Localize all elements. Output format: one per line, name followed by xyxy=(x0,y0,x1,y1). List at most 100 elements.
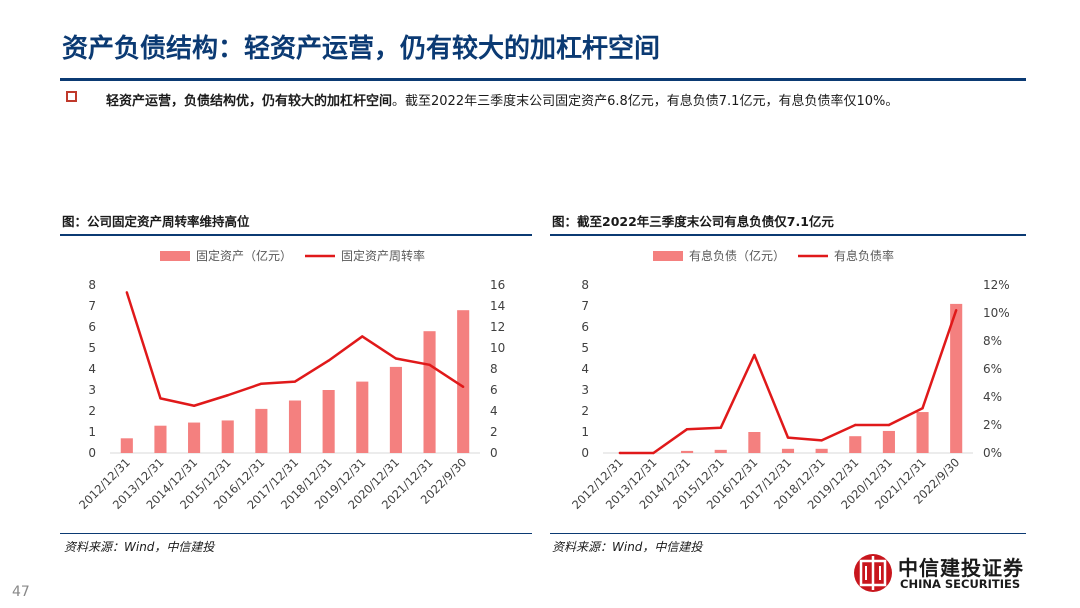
y-left-tick-label: 7 xyxy=(581,299,589,313)
line-point xyxy=(854,423,857,427)
y-left-tick-label: 2 xyxy=(88,404,96,418)
line-point xyxy=(361,335,364,338)
bullet-body-text: 。截至2022年三季度末公司固定资产6.8亿元，有息负债7.1亿元，有息负债率仅… xyxy=(392,94,899,109)
y-right-tick-label: 0 xyxy=(490,446,498,460)
line-point xyxy=(192,404,196,407)
bullet-bold-text: 轻资产运营，负债结构优，仍有较大的加杠杆空间 xyxy=(106,94,393,109)
bar xyxy=(188,422,201,453)
y-left-tick-label: 8 xyxy=(88,278,96,292)
line-point xyxy=(652,451,655,455)
legend-line-label: 有息负债率 xyxy=(834,248,894,263)
y-left-tick-label: 1 xyxy=(581,425,589,439)
legend-bar-swatch xyxy=(653,251,683,261)
legend-bar-swatch xyxy=(160,251,190,261)
legend-bar-label: 有息负债（亿元） xyxy=(689,248,785,263)
y-right-tick-label: 8 xyxy=(490,362,498,376)
bar xyxy=(815,448,828,453)
y-left-tick-label: 5 xyxy=(581,341,589,355)
y-right-tick-label: 4% xyxy=(983,390,1002,404)
chart-2-caption: 图：截至2022年三季度末公司有息负债仅7.1亿元 xyxy=(552,214,834,229)
bar xyxy=(389,366,402,453)
line-point xyxy=(125,291,129,294)
bar xyxy=(882,430,895,453)
bar xyxy=(255,408,268,453)
y-right-tick-label: 10% xyxy=(983,306,1010,320)
y-left-tick-label: 1 xyxy=(88,425,96,439)
line-point xyxy=(786,436,790,439)
y-left-tick-label: 5 xyxy=(88,341,96,355)
line-point xyxy=(428,363,431,366)
line-point xyxy=(327,359,330,362)
line-point xyxy=(293,380,297,383)
bar xyxy=(714,449,727,453)
y-left-tick-label: 3 xyxy=(88,383,96,397)
line-point xyxy=(719,426,722,429)
chart-1-caption: 图：公司固定资产周转率维持高位 xyxy=(62,214,250,229)
line-point xyxy=(887,423,891,427)
y-left-tick-label: 2 xyxy=(581,404,589,418)
line-point xyxy=(618,451,622,455)
y-left-tick-label: 0 xyxy=(581,446,589,460)
y-left-tick-label: 8 xyxy=(581,278,589,292)
y-left-tick-label: 4 xyxy=(581,362,589,376)
bar xyxy=(748,432,761,453)
bar xyxy=(681,450,694,453)
chart-1-caption-divider xyxy=(60,234,532,236)
bar xyxy=(154,425,167,453)
bullet-square-icon xyxy=(66,91,77,102)
y-left-tick-label: 3 xyxy=(581,383,589,397)
line-point xyxy=(685,428,689,431)
legend-line-label: 固定资产周转率 xyxy=(341,248,425,263)
chart-2-source: 资料来源：Wind，中信建投 xyxy=(552,540,703,554)
line-series xyxy=(619,309,958,455)
line-point xyxy=(954,309,958,312)
bar xyxy=(288,400,302,453)
y-right-tick-label: 2% xyxy=(983,418,1002,432)
chart-1: 固定资产（亿元） 固定资产周转率0123456780246810121416201… xyxy=(76,248,505,512)
y-left-tick-label: 0 xyxy=(88,446,96,460)
y-right-tick-label: 8% xyxy=(983,334,1002,348)
y-right-tick-label: 12 xyxy=(490,320,505,334)
logo-name-en: CHINA SECURITIES xyxy=(900,577,1021,591)
bar xyxy=(322,390,335,453)
bar xyxy=(457,310,470,453)
legend-bar-label: 固定资产（亿元） xyxy=(196,248,292,263)
bar xyxy=(120,438,133,453)
bar xyxy=(356,381,369,453)
chart-1-source-divider xyxy=(60,533,532,534)
citic-emblem-icon xyxy=(854,554,892,592)
y-right-tick-label: 16 xyxy=(490,278,505,292)
y-right-tick-label: 6% xyxy=(983,362,1002,376)
y-right-tick-label: 0% xyxy=(983,446,1002,460)
y-right-tick-label: 6 xyxy=(490,383,498,397)
chart-1-source: 资料来源：Wind，中信建投 xyxy=(64,540,215,554)
y-left-tick-label: 6 xyxy=(88,320,96,334)
bar xyxy=(950,303,963,453)
line-point xyxy=(260,382,263,385)
title-divider xyxy=(60,78,1026,81)
chart-2-source-divider xyxy=(550,533,1026,534)
logo-name-cn: 中信建投证券 xyxy=(898,556,1024,580)
line-point xyxy=(394,357,398,360)
line-point xyxy=(820,439,823,442)
y-right-tick-label: 10 xyxy=(490,341,505,355)
line-point xyxy=(753,353,756,357)
bar xyxy=(423,331,436,453)
company-logo: 中信建投证券 CHINA SECURITIES xyxy=(852,550,1052,596)
line-point xyxy=(159,397,162,400)
y-left-tick-label: 7 xyxy=(88,299,96,313)
line-point xyxy=(226,394,229,397)
page-title: 资产负债结构：轻资产运营，仍有较大的加杠杆空间 xyxy=(62,34,661,64)
line-point xyxy=(921,407,924,410)
line-point xyxy=(461,385,465,389)
y-left-tick-label: 4 xyxy=(88,362,96,376)
line-series xyxy=(125,291,464,407)
y-right-tick-label: 4 xyxy=(490,404,498,418)
bar xyxy=(916,412,929,453)
page-number: 47 xyxy=(12,584,30,600)
bar xyxy=(849,436,862,453)
y-right-tick-label: 12% xyxy=(983,278,1010,292)
chart-2-caption-divider xyxy=(550,234,1026,236)
y-left-tick-label: 6 xyxy=(581,320,589,334)
y-right-tick-label: 14 xyxy=(490,299,505,313)
